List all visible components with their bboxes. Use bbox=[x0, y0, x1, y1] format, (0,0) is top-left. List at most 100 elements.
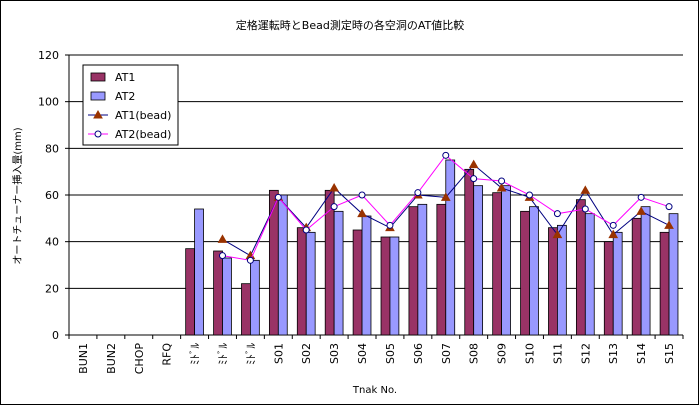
marker-at1-bead bbox=[664, 220, 674, 229]
bar-at2 bbox=[417, 203, 428, 336]
y-tick-label: 80 bbox=[45, 142, 59, 155]
marker-at1-bead bbox=[217, 234, 228, 243]
bar-at1 bbox=[436, 203, 447, 336]
marker-at2-bead bbox=[274, 193, 282, 201]
marker-at1-bead bbox=[440, 192, 451, 201]
marker-at2-bead bbox=[246, 256, 254, 264]
marker-at2-bead bbox=[330, 203, 338, 211]
bar-at1 bbox=[380, 236, 391, 336]
marker-at2-bead bbox=[609, 221, 617, 229]
marker-at2-bead bbox=[553, 210, 561, 218]
legend-swatch-at1 bbox=[90, 72, 106, 82]
marker-at2-bead bbox=[526, 191, 533, 199]
x-tick-label: BUN1 bbox=[77, 343, 90, 374]
legend-marker-at2-bead bbox=[94, 130, 102, 138]
marker-at1-bead bbox=[552, 229, 563, 239]
bar-at2 bbox=[277, 194, 288, 336]
bar-at1 bbox=[631, 217, 642, 336]
bar-at1 bbox=[520, 210, 530, 336]
x-tick-label: S15 bbox=[663, 343, 676, 364]
marker-at2-bead bbox=[219, 252, 226, 260]
bar-at2 bbox=[668, 213, 679, 336]
x-tick-label: S06 bbox=[412, 343, 425, 364]
marker-at1-bead bbox=[329, 182, 339, 192]
bar-at2 bbox=[557, 224, 567, 336]
marker-at1-bead bbox=[580, 185, 591, 194]
x-tick-label: S01 bbox=[272, 343, 285, 364]
marker-at2-bead bbox=[358, 191, 366, 199]
marker-at1-bead bbox=[468, 159, 479, 169]
marker-at1-bead bbox=[608, 229, 619, 239]
marker-at2-bead bbox=[302, 226, 310, 234]
bar-at1 bbox=[324, 189, 335, 336]
x-tick-label: ﾐﾄﾞﾙ bbox=[217, 343, 230, 365]
y-tick-label: 100 bbox=[38, 96, 59, 109]
x-tick-label: CHOP bbox=[133, 343, 146, 375]
bar-at2 bbox=[529, 206, 539, 336]
x-tick-label: S11 bbox=[551, 343, 564, 364]
bar-at1 bbox=[464, 168, 475, 336]
marker-at1-bead bbox=[357, 208, 367, 218]
bar-at1 bbox=[408, 206, 419, 336]
x-axis-label: Tnak No. bbox=[352, 385, 397, 396]
y-tick-label: 120 bbox=[38, 49, 59, 62]
marker-at1-bead bbox=[496, 182, 507, 192]
bar-at1 bbox=[575, 199, 586, 336]
legend-marker-at1-bead bbox=[93, 109, 103, 119]
bar-at1 bbox=[603, 241, 614, 336]
bar-at1 bbox=[241, 283, 251, 336]
bar-at2 bbox=[333, 210, 344, 336]
x-tick-label: ﾐﾄﾞﾙ bbox=[244, 343, 257, 365]
y-tick-label: 60 bbox=[45, 189, 59, 202]
legend-label-at1: AT1 bbox=[115, 71, 135, 84]
x-tick-label: ﾐﾄﾞﾙ bbox=[189, 343, 202, 365]
bar-at2 bbox=[584, 213, 595, 336]
bar-at1 bbox=[548, 227, 558, 336]
bar-at2 bbox=[612, 231, 623, 336]
plot-area: 0 20 40 60 80 100 120 BUN1 BUN2 CHOP RFQ ﾐﾄﾞﾙ ﾐﾄﾞﾙ ﾐﾄ… bbox=[38, 49, 684, 375]
bar-at2 bbox=[194, 208, 204, 336]
y-tick-label: 0 bbox=[52, 329, 59, 342]
x-tick-label: S14 bbox=[635, 343, 648, 364]
x-tick-label: S04 bbox=[356, 343, 369, 364]
marker-at2-bead bbox=[665, 203, 673, 211]
bar-at1 bbox=[185, 248, 195, 336]
x-tick-label: S05 bbox=[384, 343, 397, 364]
legend-swatch-at2 bbox=[90, 91, 106, 101]
x-tick-label: RFQ bbox=[161, 343, 174, 366]
marker-at2-bead bbox=[498, 177, 506, 185]
x-tick-label: S07 bbox=[440, 343, 453, 364]
legend-label-at1-bead: AT1(bead) bbox=[115, 109, 171, 122]
bar-at1 bbox=[352, 229, 363, 336]
marker-at2-bead bbox=[470, 175, 478, 183]
bar-at2 bbox=[250, 259, 260, 336]
chart-title: 定格運転時とBead測定時の各空洞のAT値比較 bbox=[236, 18, 464, 32]
marker-at2-bead bbox=[581, 205, 589, 213]
marker-at1-bead bbox=[636, 206, 646, 215]
bar-at2 bbox=[473, 185, 484, 336]
bar-at2 bbox=[305, 231, 316, 336]
marker-at2-bead bbox=[414, 189, 422, 197]
bar-at2 bbox=[222, 257, 232, 336]
marker-at2-bead bbox=[442, 151, 450, 159]
x-tick-label: S13 bbox=[607, 343, 620, 364]
x-tick-label: S08 bbox=[468, 343, 481, 364]
bar-at1 bbox=[659, 231, 670, 336]
bar-at1 bbox=[213, 250, 223, 336]
y-tick-label: 20 bbox=[45, 282, 59, 295]
x-tick-label: S12 bbox=[579, 343, 592, 364]
x-tick-label: S03 bbox=[328, 343, 341, 364]
bar-at1 bbox=[492, 192, 502, 336]
chart-legend: AT1 AT2 AT1(bead) AT2(bead) bbox=[82, 64, 179, 146]
legend-label-at2-bead: AT2(bead) bbox=[115, 128, 171, 141]
y-tick-label: 40 bbox=[45, 236, 59, 249]
bar-at2 bbox=[501, 185, 511, 336]
y-axis-label: オートチューナー挿入量(mm) bbox=[11, 127, 24, 264]
marker-at2-bead bbox=[386, 221, 394, 229]
bar-at2 bbox=[640, 206, 651, 336]
x-tick-label: BUN2 bbox=[105, 343, 118, 374]
bar-at2 bbox=[445, 159, 456, 336]
bar-at1 bbox=[268, 189, 279, 336]
